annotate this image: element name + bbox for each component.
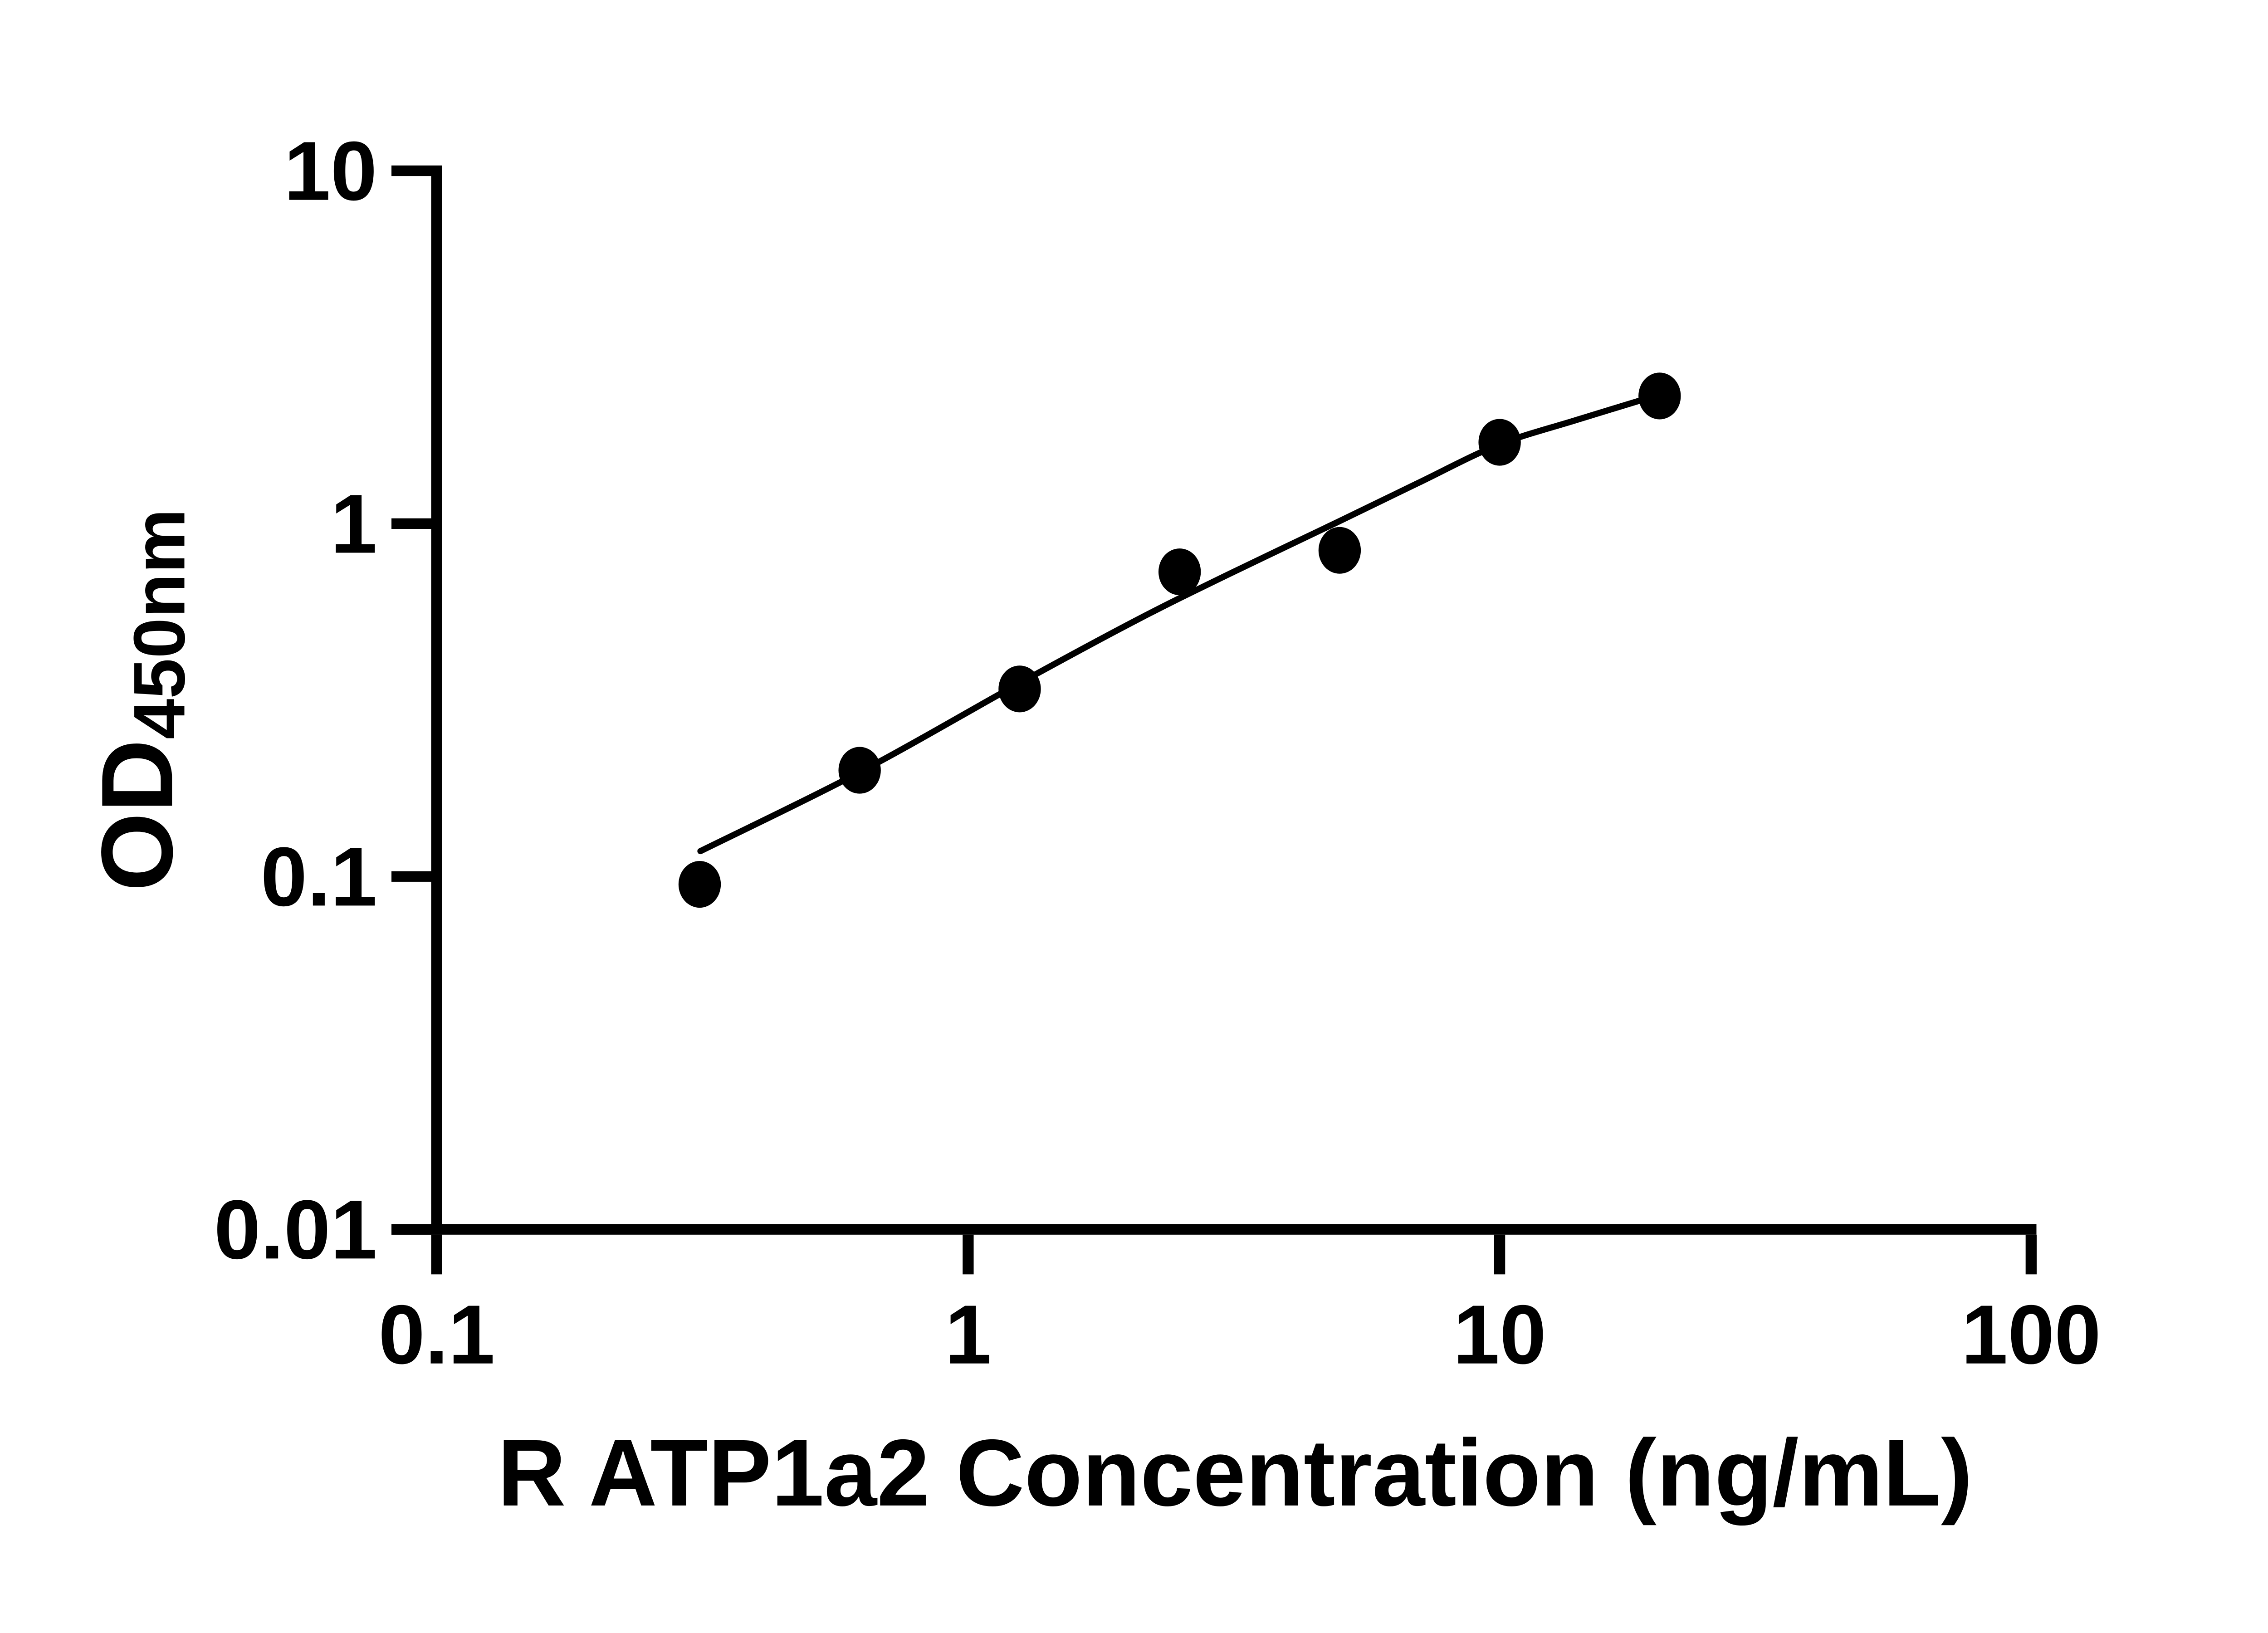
y-tick-label: 0.01 (214, 1183, 377, 1276)
data-point (1158, 548, 1201, 596)
y-axis-line (431, 165, 442, 1235)
y-axis-title: OD450nm (81, 508, 200, 891)
x-axis-title: R ATP1a2 Concentration (ng/mL) (498, 1420, 1973, 1526)
y-tick-label: 10 (284, 125, 377, 218)
data-point (1638, 372, 1681, 420)
x-axis-tick (2025, 1234, 2037, 1275)
plot-background (0, 22, 2268, 1611)
data-series (678, 372, 1681, 908)
y-axis-title-main: OD (81, 739, 194, 891)
x-tick-label: 0.1 (378, 1288, 495, 1382)
y-tick-label: 1 (331, 478, 377, 571)
x-tick-label: 100 (1961, 1288, 2101, 1382)
data-point (838, 747, 881, 794)
y-axis-tick (391, 165, 431, 176)
data-point (1318, 527, 1361, 574)
x-tick-label: 1 (945, 1288, 992, 1382)
x-axis-line (391, 1224, 2037, 1235)
data-point (1478, 419, 1521, 466)
y-axis-title-subscript: 450nm (118, 508, 200, 739)
y-axis-tick (391, 518, 431, 529)
x-tick-label: 10 (1453, 1288, 1546, 1382)
x-axis-tick (431, 1234, 442, 1275)
data-point (998, 665, 1041, 713)
x-axis-tick (963, 1234, 974, 1275)
y-axis-tick (391, 871, 431, 882)
x-axis-tick (1494, 1234, 1505, 1275)
data-point (678, 861, 721, 908)
y-tick-label: 0.1 (261, 830, 377, 924)
axes (391, 165, 2037, 1275)
y-axis-tick (391, 1224, 431, 1235)
